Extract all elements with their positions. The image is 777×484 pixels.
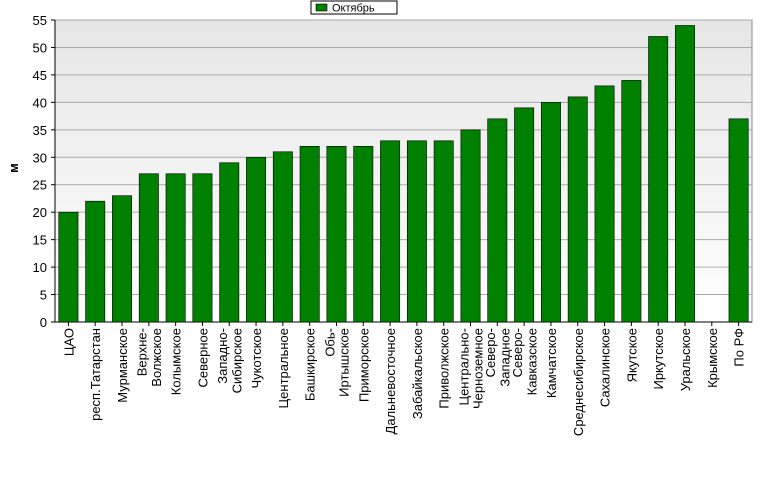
x-tick-label: Забайкальское <box>410 328 425 419</box>
legend-box <box>310 0 398 15</box>
x-tick-label: Колымское <box>169 328 184 395</box>
bar <box>299 145 320 323</box>
y-tick-label: 45 <box>33 68 47 83</box>
bar <box>406 140 427 323</box>
plot-area <box>54 19 753 323</box>
bar <box>675 25 695 323</box>
bar <box>326 145 347 323</box>
x-tick-label: Чукотское <box>249 328 264 389</box>
x-tick-label: Северное <box>195 328 210 387</box>
legend-swatch <box>315 3 328 12</box>
x-tick-label: Центральное <box>276 328 291 408</box>
bar <box>138 173 159 323</box>
y-tick-label: 35 <box>33 123 47 138</box>
y-tick-label: 55 <box>33 13 47 28</box>
x-tick-label: Сахалинское <box>598 328 613 407</box>
x-tick-label: Башкирское <box>303 328 318 401</box>
x-tick-label: Иркутское <box>651 328 666 390</box>
x-tick-label: Обь-Иртышское <box>322 328 351 397</box>
y-axis-label: м <box>6 163 21 173</box>
bar <box>58 211 79 323</box>
y-tick-label: 20 <box>33 205 47 220</box>
bar <box>112 195 132 323</box>
x-tick-label: Среднесибирское <box>571 328 586 436</box>
x-tick-label: ЦАО <box>61 328 76 356</box>
y-tick-label: 15 <box>33 233 47 248</box>
x-tick-label: Верхне-Волжское <box>135 328 164 387</box>
x-tick-label: Северо-Кавказское <box>510 328 539 395</box>
x-tick-label: Приморское <box>356 328 371 402</box>
bar <box>728 118 749 323</box>
bar <box>540 102 561 323</box>
x-tick-label: Дальневосточное <box>383 328 398 434</box>
x-tick-label: Приволжское <box>437 328 452 409</box>
bar <box>648 36 669 323</box>
bar <box>433 140 454 323</box>
bar <box>272 151 293 323</box>
x-tick-label: Якутское <box>624 328 639 382</box>
legend-label: Октябрь <box>332 3 375 15</box>
y-tick-label: 30 <box>33 150 47 165</box>
x-tick-label: Центрально-Черноземное <box>456 328 485 409</box>
bar <box>514 107 535 323</box>
x-tick-label: респ.Татарстан <box>88 328 103 421</box>
bar <box>219 162 240 323</box>
bar <box>353 145 374 323</box>
x-tick-label: Крымское <box>705 328 720 388</box>
y-tick-label: 40 <box>33 95 47 110</box>
y-tick-label: 50 <box>33 40 47 55</box>
bar <box>192 173 213 323</box>
bar <box>246 156 267 323</box>
bar <box>380 140 401 323</box>
bar <box>594 85 615 323</box>
y-tick-label: 25 <box>33 178 47 193</box>
x-tick-label: Мурманское <box>115 328 130 403</box>
y-tick-label: 10 <box>33 260 47 275</box>
bar <box>621 80 642 323</box>
bar <box>85 200 106 323</box>
x-tick-label: Уральское <box>678 328 693 391</box>
bar <box>165 173 186 323</box>
x-tick-label: По РФ <box>732 328 747 367</box>
x-tick-label: Западно-Сибирское <box>215 328 244 393</box>
y-tick-label: 5 <box>40 288 47 303</box>
y-tick-label: 0 <box>40 315 47 330</box>
x-tick-label: Северо-Западное <box>483 328 512 387</box>
bar <box>460 129 481 323</box>
bar <box>567 96 588 323</box>
x-tick-label: Камчатское <box>544 328 559 398</box>
bar <box>487 118 508 323</box>
